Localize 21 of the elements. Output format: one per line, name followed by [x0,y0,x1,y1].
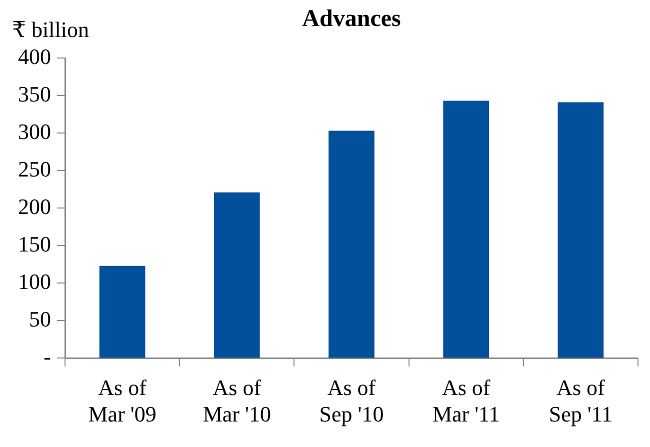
y-tick-label: - [44,344,51,369]
bar [99,266,146,358]
y-tick-label: 200 [18,194,51,219]
bar [558,102,604,358]
y-tick-label: 300 [18,118,51,144]
bar [214,192,260,358]
y-tick-label: 50 [29,306,51,332]
y-tick-label: 350 [18,81,51,106]
x-tick-label: As of Sep '11 [548,375,613,427]
x-tick-label: As of Mar '11 [432,375,500,427]
x-tick-label: As of Sep '10 [319,375,384,427]
bar [443,100,490,358]
x-tick-label: As of Mar '09 [88,375,156,427]
y-tick-label: 250 [18,156,51,182]
y-tick-label: 400 [18,44,51,69]
y-tick-label: 100 [18,268,51,294]
chart-title: Advances [302,6,401,32]
bar [328,130,374,358]
x-tick-label: As of Mar '10 [202,375,271,427]
y-tick-label: 150 [18,231,51,256]
y-axis-title: ₹ billion [12,16,89,42]
